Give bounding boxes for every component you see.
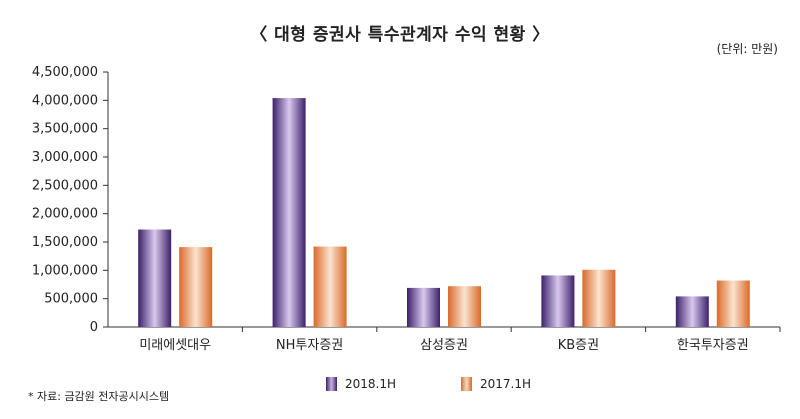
bar-2017 <box>716 280 750 327</box>
y-tick-label: 4,500,000 <box>32 65 98 80</box>
y-tick-label: 1,500,000 <box>32 235 98 250</box>
x-tick-label: 미래에셋대우 <box>139 338 211 353</box>
chart-title: 〈 대형 증권사 특수관계자 수익 현황 〉 <box>250 25 550 45</box>
legend-item-2018: 2018.1H <box>326 377 396 391</box>
y-tick-label: 4,000,000 <box>32 93 98 108</box>
unit-label: (단위: 만원) <box>716 42 778 56</box>
bar-2018 <box>407 287 440 327</box>
bar-2018 <box>272 98 306 327</box>
legend-label-2018: 2018.1H <box>345 377 397 391</box>
x-tick-label: 삼성증권 <box>420 338 468 353</box>
source-note: * 자료: 금감원 전자공시시스템 <box>28 390 170 403</box>
bar-2018 <box>138 229 172 327</box>
y-tick-label: 3,000,000 <box>32 150 98 165</box>
x-tick-label: KB증권 <box>558 338 599 353</box>
bar-2017 <box>179 247 213 327</box>
y-tick-label: 2,000,000 <box>32 207 98 222</box>
legend-item-2017: 2017.1H <box>461 377 531 391</box>
legend-swatch-2017 <box>461 377 472 391</box>
y-tick-label: 2,500,000 <box>32 178 98 193</box>
bar-2018 <box>541 275 575 327</box>
bar-2018 <box>675 296 709 327</box>
y-tick-label: 1,000,000 <box>32 263 98 278</box>
legend-swatch-2018 <box>326 377 337 391</box>
bar-2017 <box>313 246 347 327</box>
x-tick-label: 한국투자증권 <box>677 338 749 353</box>
bar-2017 <box>582 269 616 327</box>
y-tick-label: 3,500,000 <box>32 122 98 137</box>
legend-label-2017: 2017.1H <box>480 377 532 391</box>
x-tick-label: NH투자증권 <box>276 338 343 353</box>
bar-2017 <box>448 286 481 327</box>
y-tick-label: 500,000 <box>44 292 98 307</box>
y-tick-label: 0 <box>90 320 98 335</box>
